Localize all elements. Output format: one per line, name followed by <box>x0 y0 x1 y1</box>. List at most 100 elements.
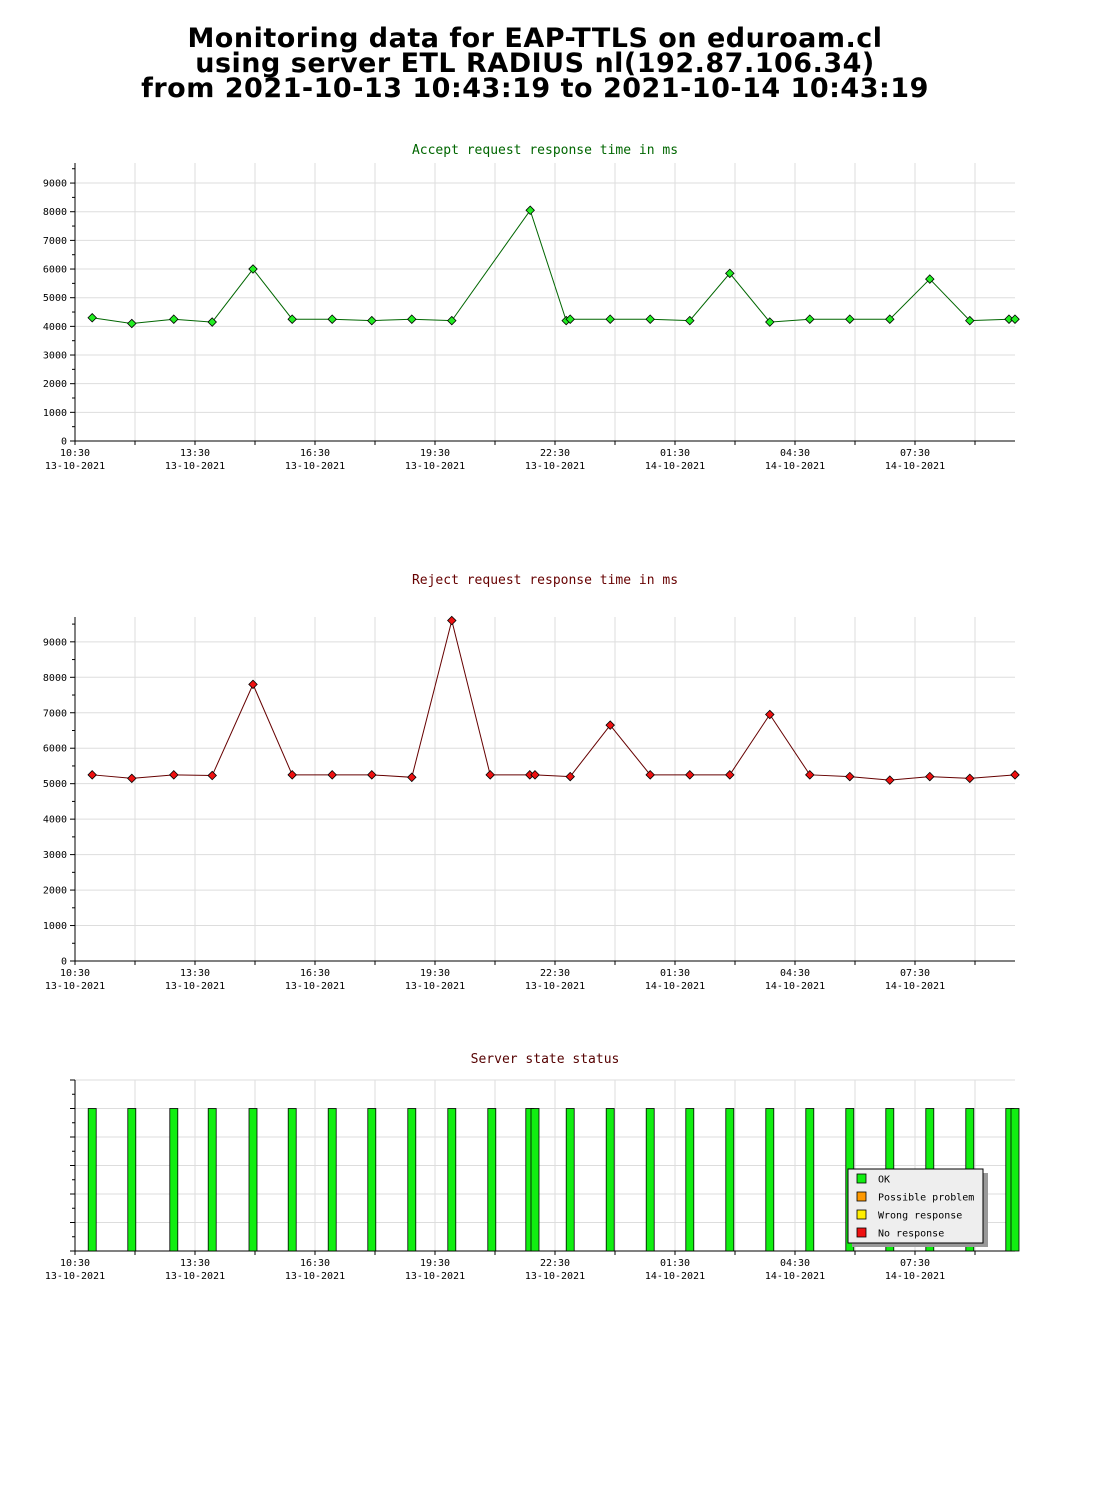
data-point <box>447 315 457 326</box>
data-point <box>965 315 975 326</box>
y-tick-label: 5000 <box>43 293 67 304</box>
x-tick-label: 22:30 <box>540 1258 570 1269</box>
x-tick-date: 13-10-2021 <box>525 981 585 992</box>
legend-box <box>847 1168 984 1244</box>
data-point <box>845 771 855 782</box>
data-point <box>685 315 695 326</box>
status-bar <box>248 1108 258 1252</box>
legend-swatch <box>856 1191 867 1202</box>
x-tick-label: 16:30 <box>300 1258 330 1269</box>
x-tick-date: 13-10-2021 <box>285 461 345 472</box>
x-tick-date: 13-10-2021 <box>405 1271 465 1282</box>
data-point <box>485 770 495 780</box>
status-bar <box>685 1108 695 1252</box>
data-point <box>327 770 337 780</box>
status-legend: OK Possible problem Wrong response No respo… <box>847 1168 988 1247</box>
y-tick-label: 9000 <box>43 179 67 190</box>
status-bar <box>207 1108 217 1252</box>
data-point <box>565 314 575 324</box>
data-point <box>1010 314 1020 324</box>
data-point <box>525 205 535 216</box>
x-tick-date: 13-10-2021 <box>405 461 465 472</box>
status-bar <box>765 1108 775 1252</box>
reject-chart: Reject request response time in ms 0 1000 2… <box>43 573 1020 992</box>
status-bar <box>805 1108 815 1252</box>
x-tick-label: 19:30 <box>420 1258 450 1269</box>
status-bar <box>87 1108 97 1252</box>
data-point <box>925 274 935 284</box>
data-point <box>287 770 297 780</box>
data-point <box>725 268 735 279</box>
x-tick-date: 13-10-2021 <box>405 981 465 992</box>
x-tick-label: 22:30 <box>540 448 570 459</box>
y-tick-label: 7000 <box>43 708 67 719</box>
data-point <box>885 314 895 324</box>
y-tick-label: 1000 <box>43 921 67 932</box>
y-tick-label: 4000 <box>43 322 67 333</box>
chart-title: Server state status <box>471 1052 620 1067</box>
y-tick-label: 8000 <box>43 673 67 684</box>
status-chart: Server state status 10:30 13-10-2021 13:30 1… <box>45 1052 1020 1282</box>
y-tick-label: 0 <box>61 957 67 968</box>
x-tick-label: 01:30 <box>660 448 690 459</box>
legend-label: No response <box>878 1229 944 1240</box>
x-tick-label: 19:30 <box>420 968 450 979</box>
y-tick-label: 0 <box>61 437 67 448</box>
legend-label: OK <box>878 1175 890 1186</box>
y-tick-label: 2000 <box>43 379 67 390</box>
x-tick-label: 16:30 <box>300 968 330 979</box>
x-tick-label: 13:30 <box>180 448 210 459</box>
status-bar <box>605 1108 615 1252</box>
page-title-line-2: using server ETL RADIUS nl(192.87.106.34… <box>195 48 875 79</box>
data-point <box>407 314 417 324</box>
x-tick-date: 13-10-2021 <box>45 461 105 472</box>
data-point <box>685 770 695 780</box>
y-tick-label: 2000 <box>43 886 67 897</box>
data-point <box>127 773 137 784</box>
status-bar <box>1010 1108 1020 1252</box>
x-tick-label: 19:30 <box>420 448 450 459</box>
legend-label: Possible problem <box>878 1193 974 1204</box>
x-tick-label: 10:30 <box>60 448 90 459</box>
legend-swatch <box>856 1209 867 1220</box>
y-tick-label: 6000 <box>43 744 67 755</box>
data-point <box>885 775 895 785</box>
page-title-line-3: from 2021-10-13 10:43:19 to 2021-10-14 1… <box>141 73 929 104</box>
data-point <box>765 317 775 327</box>
x-tick-label: 13:30 <box>180 968 210 979</box>
x-tick-label: 10:30 <box>60 1258 90 1269</box>
series-line <box>92 209 1015 324</box>
data-point <box>805 770 815 780</box>
status-bar <box>645 1108 655 1252</box>
data-point <box>248 679 258 690</box>
data-point <box>169 770 179 780</box>
data-point <box>645 770 655 780</box>
page-title: Monitoring data for EAP-TTLS on eduroam.… <box>0 25 1070 104</box>
x-tick-date: 13-10-2021 <box>45 981 105 992</box>
data-point <box>207 317 217 327</box>
data-point <box>925 771 935 782</box>
x-tick-date: 13-10-2021 <box>165 1271 225 1282</box>
status-bar <box>725 1108 735 1252</box>
status-bar <box>169 1108 179 1252</box>
legend-swatch <box>856 1227 867 1238</box>
x-tick-date: 14-10-2021 <box>765 461 825 472</box>
x-tick-label: 07:30 <box>900 968 930 979</box>
y-tick-label: 7000 <box>43 236 67 247</box>
x-tick-label: 01:30 <box>660 1258 690 1269</box>
x-tick-date: 14-10-2021 <box>885 981 945 992</box>
x-tick-date: 13-10-2021 <box>525 461 585 472</box>
series-line <box>92 620 1016 781</box>
chart-title: Accept request response time in ms <box>412 143 678 158</box>
status-bar <box>447 1108 457 1252</box>
data-point <box>127 318 137 329</box>
data-point <box>407 772 417 783</box>
x-tick-date: 14-10-2021 <box>765 981 825 992</box>
x-tick-date: 13-10-2021 <box>45 1271 105 1282</box>
x-tick-date: 13-10-2021 <box>525 1271 585 1282</box>
x-tick-label: 01:30 <box>660 968 690 979</box>
status-bar <box>287 1108 297 1252</box>
y-tick-label: 3000 <box>43 850 67 861</box>
data-point <box>845 314 855 324</box>
